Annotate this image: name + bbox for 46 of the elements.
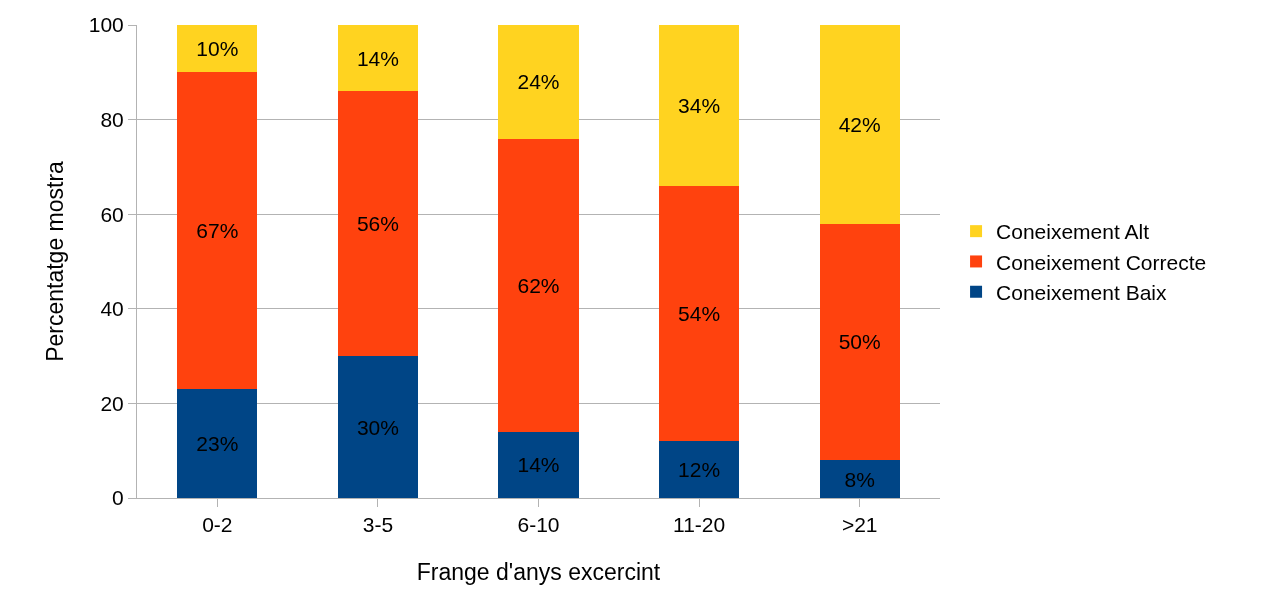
data-label: 24% xyxy=(517,70,560,94)
y-axis-title: Percentatge mostra xyxy=(42,160,69,362)
data-label: 14% xyxy=(356,46,399,70)
data-label: 42% xyxy=(838,112,881,136)
bar xyxy=(498,25,579,139)
legend-label: Coneixement Alt xyxy=(996,220,1150,244)
bar xyxy=(498,138,579,432)
bar xyxy=(658,25,740,186)
bar xyxy=(337,356,419,498)
x-tick-label: 3-5 xyxy=(362,513,394,537)
x-axis-title: Frange d'anys excercint xyxy=(416,558,661,585)
bar xyxy=(819,223,900,461)
data-label: 30% xyxy=(356,415,399,439)
y-tick-label: 40 xyxy=(100,297,124,321)
bar xyxy=(177,72,258,390)
bar xyxy=(658,185,740,442)
data-label: 62% xyxy=(517,273,560,297)
data-label: 34% xyxy=(678,93,721,117)
data-label: 10% xyxy=(196,37,239,61)
bar xyxy=(819,25,900,224)
data-label: 67% xyxy=(196,219,239,243)
x-tick-label: 0-2 xyxy=(202,513,233,537)
legend-label: Coneixement Correcte xyxy=(996,250,1207,274)
data-label: 54% xyxy=(678,302,721,326)
data-label: 12% xyxy=(678,458,721,482)
data-label: 8% xyxy=(844,467,875,491)
x-tick-label: 6-10 xyxy=(517,513,560,537)
bar xyxy=(337,91,419,357)
bar xyxy=(337,25,419,92)
bar xyxy=(177,389,258,498)
y-tick-label: 100 xyxy=(88,13,124,37)
data-label: 50% xyxy=(838,330,881,354)
y-tick-label: 0 xyxy=(112,486,124,510)
y-tick-label: 20 xyxy=(100,391,124,415)
data-label: 23% xyxy=(196,432,239,456)
y-tick-label: 60 xyxy=(100,202,124,226)
data-label: 14% xyxy=(517,453,560,477)
bar xyxy=(819,460,900,498)
legend-label: Coneixement Baix xyxy=(996,280,1167,304)
bar xyxy=(498,431,579,498)
y-tick-label: 80 xyxy=(100,107,124,131)
x-tick-label: 11-20 xyxy=(673,513,726,537)
data-label: 56% xyxy=(356,212,399,236)
bar xyxy=(177,25,258,73)
x-tick-label: >21 xyxy=(841,513,878,537)
bar xyxy=(658,441,740,498)
